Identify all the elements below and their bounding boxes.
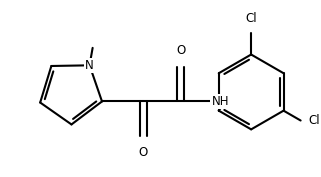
Text: N: N: [85, 59, 94, 72]
Text: Cl: Cl: [308, 114, 320, 127]
Text: O: O: [176, 44, 186, 57]
Text: Cl: Cl: [245, 12, 257, 25]
Text: NH: NH: [212, 95, 229, 108]
Text: O: O: [139, 146, 148, 159]
